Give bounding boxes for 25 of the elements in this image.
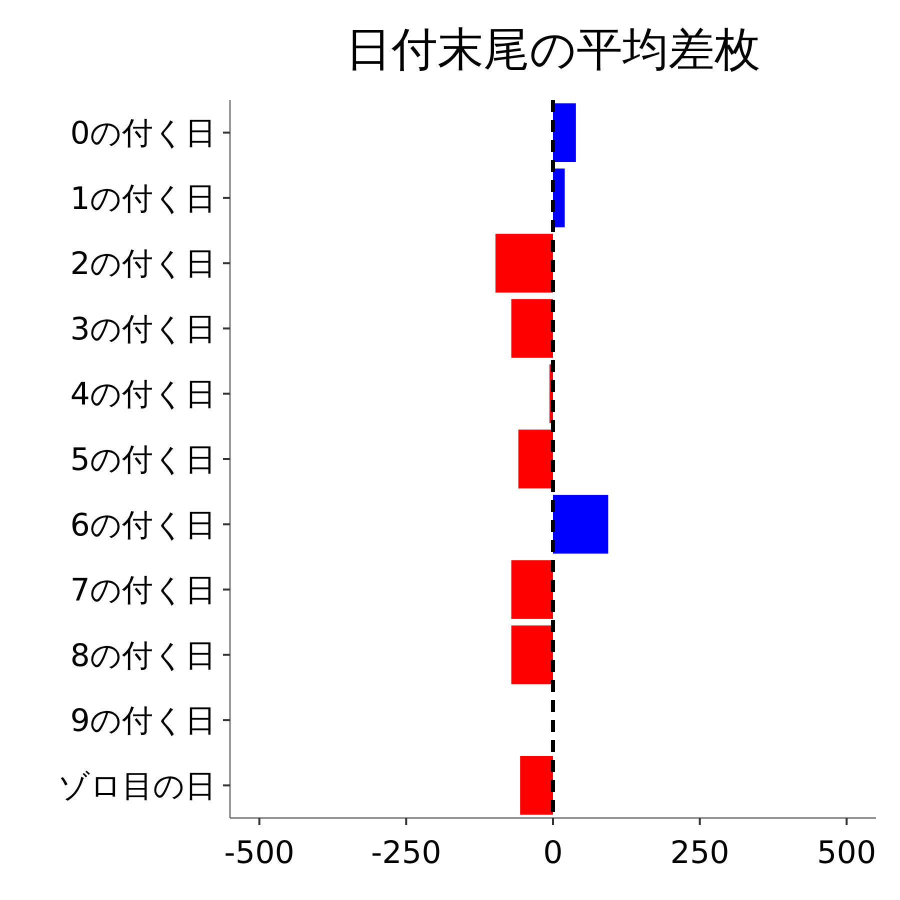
bar (520, 756, 553, 815)
bar (511, 560, 553, 619)
bar (511, 299, 553, 358)
y-tick-label: 6の付く日 (70, 507, 216, 544)
chart-title: 日付末尾の平均差枚 (346, 22, 760, 76)
bar (495, 234, 553, 293)
y-tick-label: ゾロ目の日 (58, 768, 216, 804)
bar (511, 625, 553, 684)
x-tick-label: 500 (817, 835, 876, 871)
x-tick-label: 0 (543, 835, 563, 871)
y-tick-label: 4の付く日 (70, 376, 216, 413)
bar (553, 494, 608, 554)
bar (518, 430, 553, 488)
y-tick-label: 1の付く日 (70, 180, 216, 217)
y-tick-label: 5の付く日 (70, 442, 216, 478)
x-tick-label: 250 (670, 835, 730, 871)
x-tick-label: -250 (371, 835, 442, 871)
y-tick-label: 8の付く日 (70, 638, 216, 674)
y-tick-label: 7の付く日 (70, 572, 216, 609)
y-tick-label: 9の付く日 (70, 703, 216, 740)
bar (553, 103, 576, 162)
y-tick-label: 3の付く日 (70, 311, 216, 348)
y-tick-label: 0の付く日 (70, 116, 216, 152)
y-tick-label: 2の付く日 (70, 246, 216, 282)
x-tick-label: -500 (224, 835, 295, 871)
